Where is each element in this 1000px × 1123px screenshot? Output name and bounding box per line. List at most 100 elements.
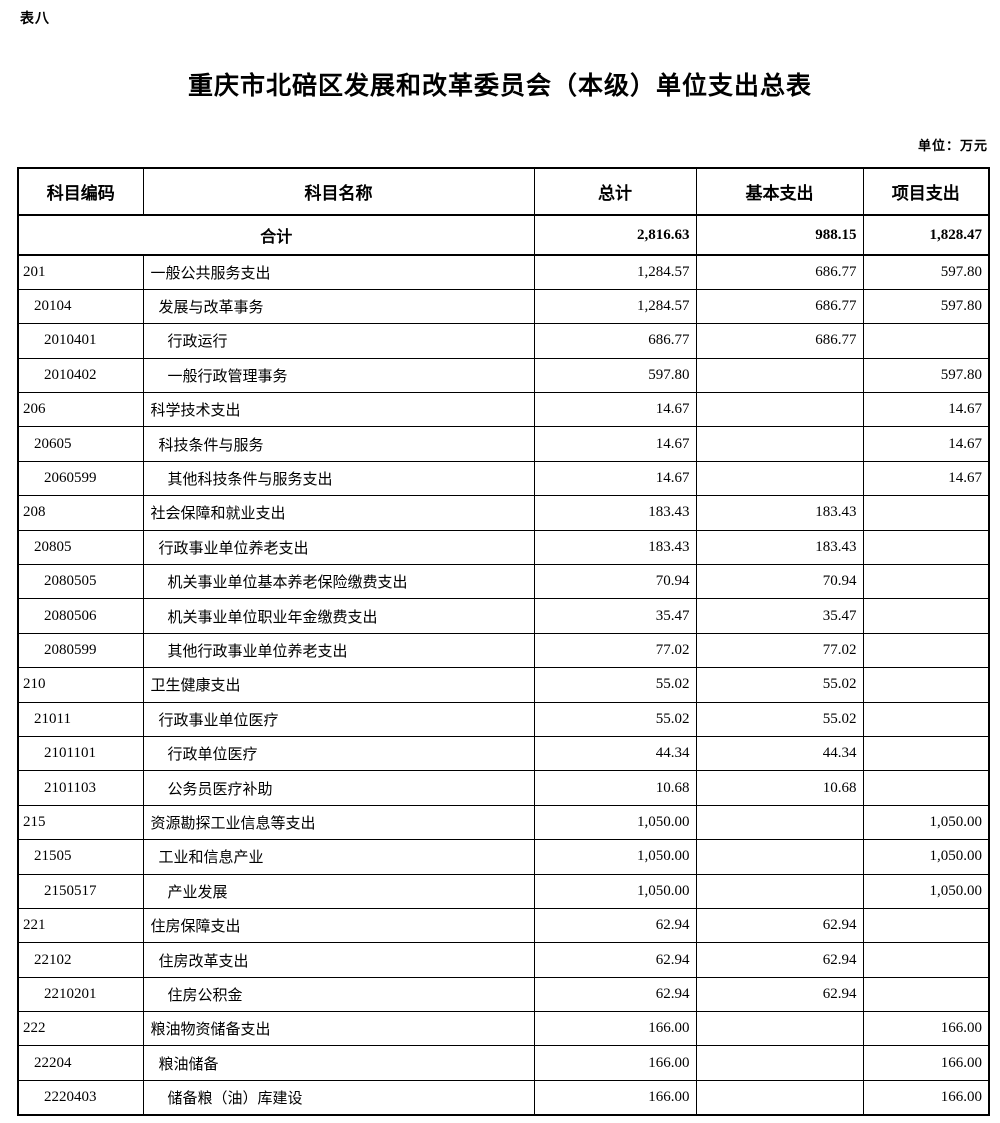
subject-name-cell: 一般公共服务支出 bbox=[142, 254, 535, 290]
total-cell: 62.94 bbox=[533, 907, 697, 944]
total-cell: 166.00 bbox=[533, 1011, 697, 1047]
table-body: 合计 2,816.63 988.15 1,828.47 201 一般公共服务支出 1… bbox=[17, 214, 990, 1116]
subject-name-cell: 行政运行 bbox=[142, 323, 535, 359]
total-cell: 70.94 bbox=[533, 564, 697, 600]
project-expenditure-cell bbox=[862, 632, 990, 669]
total-cell: 62.94 bbox=[533, 942, 697, 978]
subject-code-cell: 20605 bbox=[17, 426, 144, 462]
subject-code-cell: 2060599 bbox=[17, 460, 144, 497]
col-header-total: 总计 bbox=[533, 167, 697, 216]
total-cell: 183.43 bbox=[533, 529, 697, 566]
subject-name-cell: 公务员医疗补助 bbox=[142, 770, 535, 806]
subject-name-cell: 粮油物资储备支出 bbox=[142, 1011, 535, 1047]
basic-expenditure-cell bbox=[695, 357, 864, 394]
subject-code-cell: 22204 bbox=[17, 1045, 144, 1081]
total-cell: 1,050.00 bbox=[533, 804, 697, 841]
table-row: 2080505 机关事业单位基本养老保险缴费支出 70.94 70.94 bbox=[17, 564, 990, 600]
basic-expenditure-cell bbox=[695, 1045, 864, 1081]
unit-note: 单位：万元 bbox=[917, 138, 988, 153]
subject-code-cell: 21505 bbox=[17, 839, 144, 875]
table-row: 22102 住房改革支出 62.94 62.94 bbox=[17, 942, 990, 978]
subject-name-cell: 粮油储备 bbox=[142, 1045, 535, 1081]
table-row: 2101103 公务员医疗补助 10.68 10.68 bbox=[17, 770, 990, 806]
total-cell: 55.02 bbox=[533, 701, 697, 737]
table-row: 206 科学技术支出 14.67 14.67 bbox=[17, 392, 990, 428]
grand-total-label: 合计 bbox=[17, 214, 535, 256]
col-header-subject-code: 科目编码 bbox=[17, 167, 144, 216]
table-row: 22204 粮油储备 166.00 166.00 bbox=[17, 1045, 990, 1081]
project-expenditure-cell: 597.80 bbox=[862, 254, 990, 290]
basic-expenditure-cell bbox=[695, 426, 864, 462]
total-cell: 1,050.00 bbox=[533, 839, 697, 875]
basic-expenditure-cell: 62.94 bbox=[695, 907, 864, 944]
subject-name-cell: 机关事业单位职业年金缴费支出 bbox=[142, 598, 535, 634]
basic-expenditure-cell bbox=[695, 1079, 864, 1116]
basic-expenditure-cell: 35.47 bbox=[695, 598, 864, 634]
project-expenditure-cell bbox=[862, 323, 990, 359]
basic-expenditure-cell: 55.02 bbox=[695, 701, 864, 737]
project-expenditure-cell: 166.00 bbox=[862, 1079, 990, 1116]
basic-expenditure-cell bbox=[695, 1011, 864, 1047]
subject-name-cell: 工业和信息产业 bbox=[142, 839, 535, 875]
subject-name-cell: 行政事业单位医疗 bbox=[142, 701, 535, 737]
basic-expenditure-cell bbox=[695, 839, 864, 875]
subject-name-cell: 住房保障支出 bbox=[142, 907, 535, 944]
project-expenditure-cell bbox=[862, 976, 990, 1013]
table-row: 20104 发展与改革事务 1,284.57 686.77 597.80 bbox=[17, 288, 990, 325]
subject-code-cell: 2010402 bbox=[17, 357, 144, 394]
project-expenditure-cell: 14.67 bbox=[862, 426, 990, 462]
basic-expenditure-cell: 183.43 bbox=[695, 495, 864, 531]
total-cell: 183.43 bbox=[533, 495, 697, 531]
subject-name-cell: 发展与改革事务 bbox=[142, 288, 535, 325]
expense-table: 科目编码 科目名称 总计 基本支出 项目支出 合计 2,816.63 988.1… bbox=[17, 167, 990, 1116]
basic-expenditure-cell: 183.43 bbox=[695, 529, 864, 566]
total-cell: 62.94 bbox=[533, 976, 697, 1013]
subject-code-cell: 2080506 bbox=[17, 598, 144, 634]
subject-name-cell: 储备粮（油）库建设 bbox=[142, 1079, 535, 1116]
grand-total-total: 2,816.63 bbox=[533, 214, 697, 256]
total-cell: 44.34 bbox=[533, 735, 697, 772]
subject-code-cell: 221 bbox=[17, 907, 144, 944]
project-expenditure-cell: 1,050.00 bbox=[862, 839, 990, 875]
subject-name-cell: 产业发展 bbox=[142, 873, 535, 909]
col-header-basic-expenditure: 基本支出 bbox=[695, 167, 864, 216]
subject-code-cell: 201 bbox=[17, 254, 144, 290]
table-row: 2101101 行政单位医疗 44.34 44.34 bbox=[17, 735, 990, 772]
basic-expenditure-cell: 10.68 bbox=[695, 770, 864, 806]
table-row: 221 住房保障支出 62.94 62.94 bbox=[17, 907, 990, 944]
table-row: 208 社会保障和就业支出 183.43 183.43 bbox=[17, 495, 990, 531]
project-expenditure-cell bbox=[862, 667, 990, 703]
project-expenditure-cell bbox=[862, 907, 990, 944]
subject-code-cell: 222 bbox=[17, 1011, 144, 1047]
basic-expenditure-cell: 686.77 bbox=[695, 323, 864, 359]
table-row: 2010401 行政运行 686.77 686.77 bbox=[17, 323, 990, 359]
subject-name-cell: 资源勘探工业信息等支出 bbox=[142, 804, 535, 841]
subject-name-cell: 住房公积金 bbox=[142, 976, 535, 1013]
project-expenditure-cell: 14.67 bbox=[862, 460, 990, 497]
subject-code-cell: 2101103 bbox=[17, 770, 144, 806]
subject-code-cell: 2220403 bbox=[17, 1079, 144, 1116]
table-row: 2210201 住房公积金 62.94 62.94 bbox=[17, 976, 990, 1013]
grand-total-basic: 988.15 bbox=[695, 214, 864, 256]
project-expenditure-cell bbox=[862, 495, 990, 531]
basic-expenditure-cell: 55.02 bbox=[695, 667, 864, 703]
table-row: 2060599 其他科技条件与服务支出 14.67 14.67 bbox=[17, 460, 990, 497]
subject-name-cell: 其他行政事业单位养老支出 bbox=[142, 632, 535, 669]
project-expenditure-cell bbox=[862, 529, 990, 566]
subject-code-cell: 21011 bbox=[17, 701, 144, 737]
col-header-project-expenditure: 项目支出 bbox=[862, 167, 990, 216]
total-cell: 597.80 bbox=[533, 357, 697, 394]
basic-expenditure-cell: 77.02 bbox=[695, 632, 864, 669]
subject-name-cell: 其他科技条件与服务支出 bbox=[142, 460, 535, 497]
total-cell: 10.68 bbox=[533, 770, 697, 806]
table-row: 21505 工业和信息产业 1,050.00 1,050.00 bbox=[17, 839, 990, 875]
subject-name-cell: 一般行政管理事务 bbox=[142, 357, 535, 394]
total-cell: 14.67 bbox=[533, 460, 697, 497]
project-expenditure-cell bbox=[862, 735, 990, 772]
project-expenditure-cell: 597.80 bbox=[862, 357, 990, 394]
subject-code-cell: 2101101 bbox=[17, 735, 144, 772]
total-cell: 686.77 bbox=[533, 323, 697, 359]
table-row: 2150517 产业发展 1,050.00 1,050.00 bbox=[17, 873, 990, 909]
table-row: 210 卫生健康支出 55.02 55.02 bbox=[17, 667, 990, 703]
total-cell: 166.00 bbox=[533, 1079, 697, 1116]
